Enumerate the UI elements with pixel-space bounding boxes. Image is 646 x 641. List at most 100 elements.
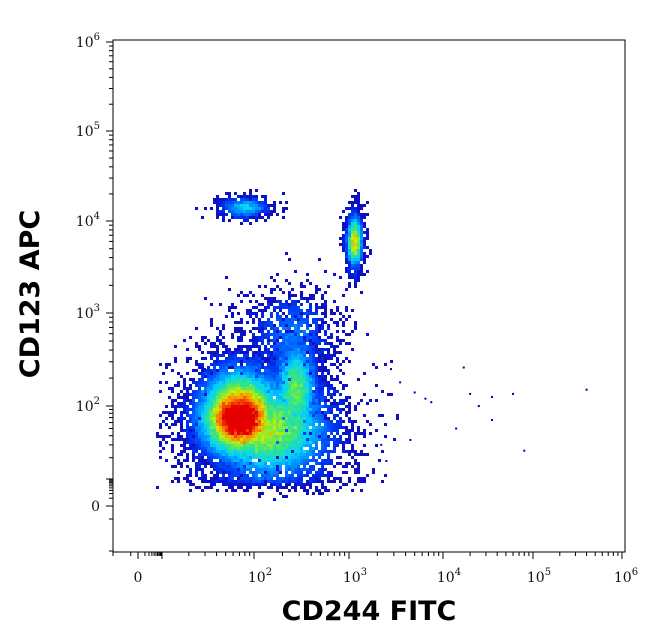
density-cell-1259	[195, 447, 198, 450]
density-cell-2853	[342, 324, 345, 327]
density-cell-3117	[363, 231, 366, 234]
density-cell-1691	[318, 348, 321, 351]
density-cell-2653	[267, 333, 270, 336]
density-cell-765	[213, 441, 216, 444]
density-cell-1608	[288, 453, 291, 456]
density-cell-625	[171, 417, 174, 420]
density-cell-1490	[321, 420, 324, 423]
density-cell-1579	[327, 441, 330, 444]
density-cell-1427	[276, 468, 279, 471]
density-cell-2416	[279, 363, 282, 366]
density-cell-2977	[282, 207, 285, 210]
density-cell-472	[225, 456, 228, 459]
density-cell-15	[297, 417, 300, 420]
density-cell-2621	[276, 273, 279, 276]
density-cell-258	[231, 432, 234, 435]
density-cell-1862	[204, 462, 207, 465]
density-cell-604	[234, 393, 237, 396]
density-cell-339	[216, 414, 219, 417]
density-cell-466	[207, 408, 210, 411]
density-cell-2114	[210, 462, 213, 465]
density-cell-564	[261, 426, 264, 429]
density-cell-1547	[279, 360, 282, 363]
density-cell-2225	[306, 318, 309, 321]
density-cell-1675	[306, 423, 309, 426]
density-cell-1514	[276, 486, 279, 489]
density-cell-1667	[396, 414, 399, 417]
density-cell-1272	[276, 387, 279, 390]
density-cell-2791	[327, 285, 330, 288]
density-cell-1998	[351, 423, 354, 426]
density-cell-1934	[291, 474, 294, 477]
density-cell-2892	[243, 207, 246, 210]
density-cell-660	[243, 402, 246, 405]
density-cell-816	[210, 429, 213, 432]
density-cell-803	[222, 459, 225, 462]
density-cell-2061	[336, 378, 339, 381]
density-cell-1469	[249, 348, 252, 351]
density-cell-1057	[306, 393, 309, 396]
density-cell-3036	[354, 243, 357, 246]
density-cell-2292	[306, 339, 309, 342]
density-cell-778	[195, 384, 198, 387]
density-cell-315	[264, 390, 267, 393]
density-cell-1589	[315, 405, 318, 408]
density-cell-3029	[348, 225, 351, 228]
density-cell-2025	[318, 456, 321, 459]
density-cell-2379	[303, 348, 306, 351]
density-cell-554	[207, 393, 210, 396]
density-cell-2612	[321, 366, 324, 369]
density-cell-1178	[192, 432, 195, 435]
density-cell-1047	[231, 372, 234, 375]
density-cell-3153	[366, 201, 369, 204]
density-cell-3154	[348, 222, 351, 225]
density-cell-1922	[360, 450, 363, 453]
density-cell-189	[273, 426, 276, 429]
density-cell-2272	[180, 450, 183, 453]
density-cell-1202	[174, 345, 177, 348]
density-cell-2900	[216, 195, 219, 198]
density-cell-1872	[240, 486, 243, 489]
density-cell-689	[270, 474, 273, 477]
density-cell-2587	[267, 303, 270, 306]
density-cell-1	[168, 363, 171, 366]
density-cell-2858	[330, 318, 333, 321]
density-cell-3068	[342, 210, 345, 213]
density-cell-2108	[348, 438, 351, 441]
density-cell-2151	[318, 384, 321, 387]
density-cell-601	[210, 402, 213, 405]
density-cell-939	[210, 354, 213, 357]
density-cell-1717	[321, 363, 324, 366]
density-cell-538	[261, 465, 264, 468]
density-cell-2808	[339, 342, 342, 345]
density-cell-963	[276, 360, 279, 363]
density-cell-669	[246, 423, 249, 426]
density-cell-1968	[345, 414, 348, 417]
density-cell-280	[267, 417, 270, 420]
density-cell-2976	[231, 216, 234, 219]
density-cell-742	[171, 405, 174, 408]
density-cell-1241	[267, 450, 270, 453]
density-cell-1653	[225, 480, 228, 483]
density-cell-1888	[285, 420, 288, 423]
density-cell-1887	[288, 441, 291, 444]
density-cell-264	[243, 468, 246, 471]
density-cell-2217	[324, 369, 327, 372]
density-cell-1337	[291, 405, 294, 408]
density-cell-1179	[189, 357, 192, 360]
density-cell-104	[237, 372, 240, 375]
density-cell-2474	[297, 324, 300, 327]
density-cell-148	[204, 447, 207, 450]
density-cell-2009	[276, 354, 279, 357]
density-cell-2785	[315, 303, 318, 306]
density-cell-736	[219, 456, 222, 459]
density-cell-2935	[264, 195, 267, 198]
density-cell-978	[195, 390, 198, 393]
density-cell-568	[258, 447, 261, 450]
density-cell-2083	[282, 360, 285, 363]
density-cell-469	[219, 420, 222, 423]
density-cell-1437	[222, 342, 225, 345]
density-cell-2556	[276, 336, 279, 339]
density-cell-1611	[282, 462, 285, 465]
density-cell-1180	[309, 396, 312, 399]
